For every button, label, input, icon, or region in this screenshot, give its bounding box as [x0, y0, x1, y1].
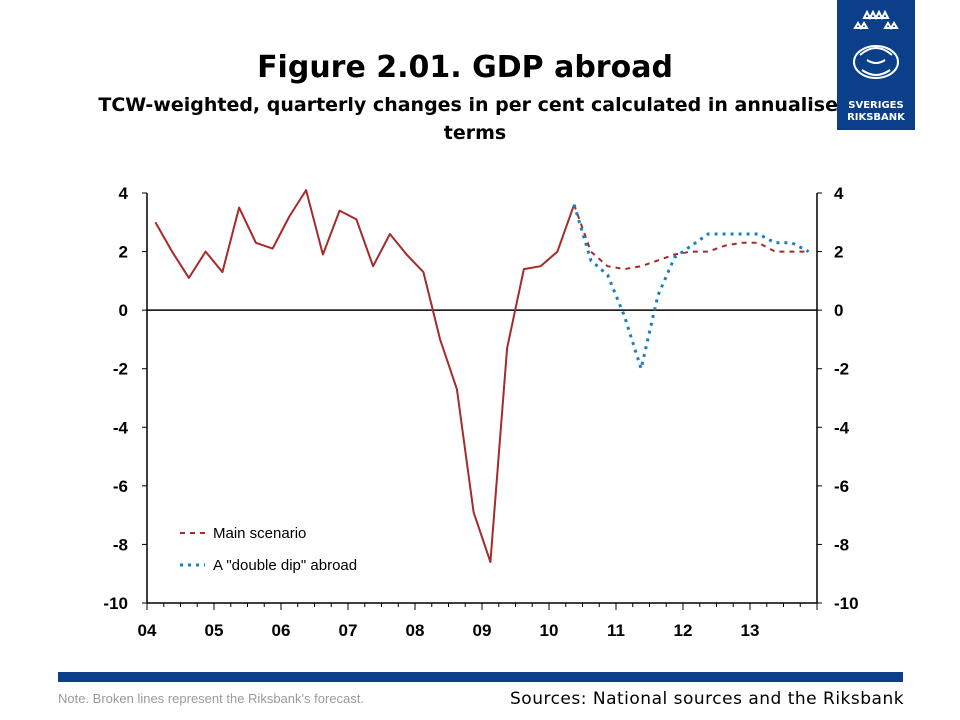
y-tick-label-left: -2 [113, 360, 128, 379]
sources-text: Sources: National sources and the Riksba… [510, 689, 905, 709]
x-tick-label: 07 [339, 621, 358, 640]
series-line-main-scenario [573, 204, 809, 271]
x-tick-label: 12 [674, 621, 693, 640]
y-tick-label-left: 4 [119, 184, 129, 203]
y-tick-label-right: 2 [834, 243, 843, 262]
y-tick-label-left: -6 [113, 477, 128, 496]
y-tick-label-right: -8 [834, 535, 849, 554]
series-line-double-dip [572, 204, 810, 371]
y-tick-label-right: -2 [834, 360, 849, 379]
y-tick-label-right: -4 [834, 418, 850, 437]
y-tick-label-right: -10 [834, 594, 859, 613]
riksbank-logo: SVERIGES RIKSBANK [837, 0, 915, 130]
y-tick-label-right: 4 [834, 184, 844, 203]
footnote: Note. Broken lines represent the Riksban… [58, 691, 364, 706]
x-tick-label: 05 [205, 621, 224, 640]
y-tick-label-left: -8 [113, 535, 128, 554]
legend-label: A "double dip" abroad [213, 557, 357, 574]
y-tick-label-left: 2 [119, 243, 128, 262]
x-tick-label: 09 [473, 621, 492, 640]
x-tick-label: 13 [741, 621, 760, 640]
legend-label: Main scenario [213, 525, 306, 542]
series-line-actual [154, 189, 576, 563]
y-tick-label-right: -6 [834, 477, 849, 496]
y-tick-label-left: -4 [113, 418, 129, 437]
chart-subtitle: TCW-weighted, quarterly changes in per c… [98, 94, 852, 144]
y-tick-label-right: 0 [834, 301, 843, 320]
x-tick-label: 04 [138, 621, 157, 640]
x-tick-label: 08 [406, 621, 425, 640]
x-tick-label: 06 [272, 621, 291, 640]
x-tick-label: 11 [607, 621, 625, 640]
y-tick-label-left: 0 [119, 301, 128, 320]
chart-title: Figure 2.01. GDP abroad [257, 50, 673, 85]
footer-bar [58, 672, 903, 682]
logo-text-line1: SVERIGES [848, 100, 904, 111]
y-tick-label-left: -10 [103, 594, 128, 613]
x-tick-label: 10 [540, 621, 559, 640]
logo-text-line2: RIKSBANK [847, 112, 905, 123]
crown-crest-icon [853, 9, 899, 79]
